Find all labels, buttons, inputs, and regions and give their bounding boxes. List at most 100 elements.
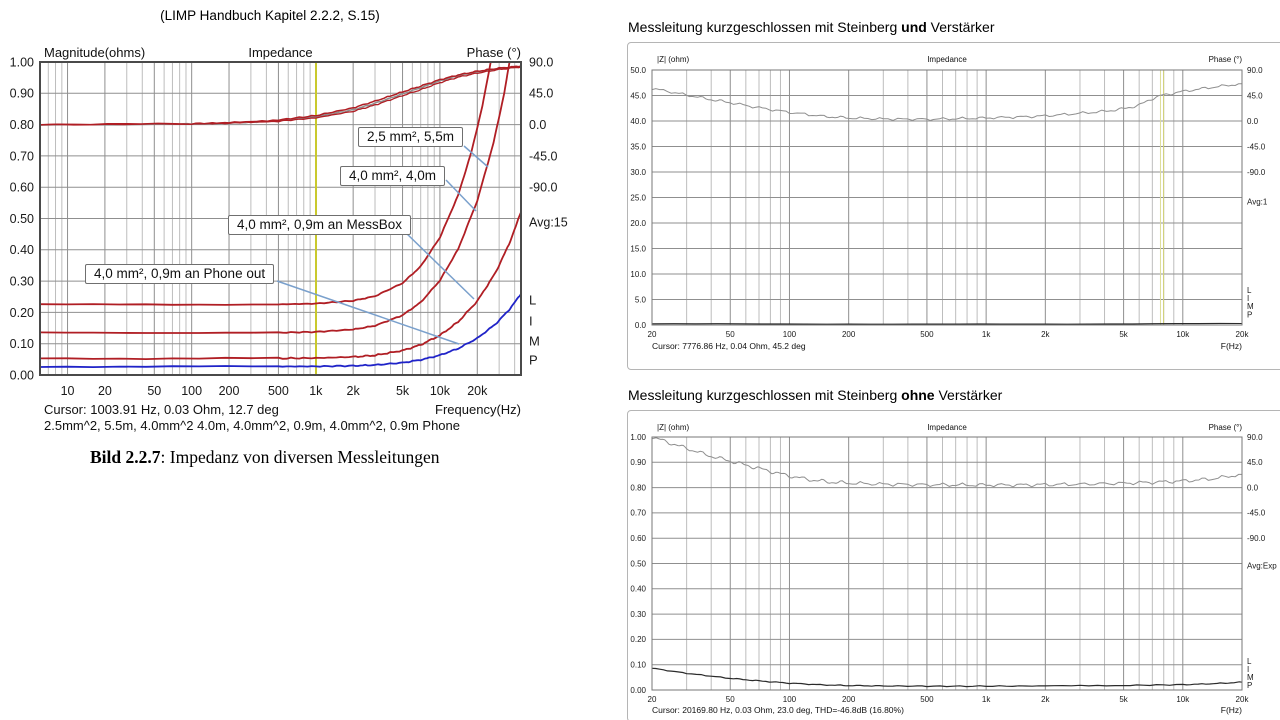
svg-text:-45.0: -45.0 [1247, 509, 1266, 518]
callout-4-0mm2-0-9m-phone-out: 4,0 mm², 0,9m an Phone out [85, 264, 275, 284]
svg-text:-45.0: -45.0 [1247, 142, 1266, 151]
svg-text:1k: 1k [309, 384, 323, 398]
f-axis-label-with-amp: F(Hz) [1220, 341, 1242, 351]
svg-text:20k: 20k [1236, 330, 1250, 339]
svg-text:Avg:Exp: Avg:Exp [1247, 562, 1277, 571]
svg-text:50: 50 [726, 695, 735, 704]
title-with-amp: Messleitung kurzgeschlossen mit Steinber… [628, 19, 995, 35]
svg-text:100: 100 [783, 330, 797, 339]
svg-text:0.70: 0.70 [630, 509, 646, 518]
figure-caption: Bild 2.2.7: Impedanz von diversen Messle… [90, 447, 439, 468]
svg-text:I: I [1247, 294, 1249, 303]
svg-text:0.80: 0.80 [10, 118, 34, 132]
svg-text:20.0: 20.0 [630, 219, 646, 228]
svg-text:0.30: 0.30 [10, 274, 34, 288]
svg-text:100: 100 [181, 384, 202, 398]
svg-text:20k: 20k [1236, 695, 1250, 704]
svg-text:L: L [1247, 657, 1252, 666]
svg-text:45.0: 45.0 [529, 87, 553, 101]
svg-text:0.70: 0.70 [10, 149, 34, 163]
impedance-title-without-amp: Impedance [927, 423, 967, 432]
svg-text:30.0: 30.0 [630, 168, 646, 177]
phase-title-with-amp: Phase (°) [1208, 55, 1242, 64]
callout-4-0mm2-0-9m-messbox: 4,0 mm², 0,9m an MessBox [228, 215, 412, 235]
svg-text:0.0: 0.0 [1247, 117, 1259, 126]
cursor-readout-with-amp: Cursor: 7776.86 Hz, 0.04 Ohm, 45.2 deg [652, 341, 806, 351]
title-without-amp: Messleitung kurzgeschlossen mit Steinber… [628, 387, 1003, 403]
svg-text:0.60: 0.60 [10, 181, 34, 195]
svg-text:M: M [1247, 302, 1254, 311]
svg-text:10: 10 [61, 384, 75, 398]
panel-without-amp [627, 410, 1280, 720]
f-axis-label-without-amp: F(Hz) [1220, 705, 1242, 715]
figure-caption-text: : Impedanz von diversen Messleitungen [160, 447, 440, 467]
svg-text:2k: 2k [1041, 330, 1050, 339]
phase-axis-title: Phase (°) [466, 45, 521, 60]
svg-text:500: 500 [920, 695, 934, 704]
svg-text:500: 500 [268, 384, 289, 398]
svg-text:2k: 2k [1041, 695, 1050, 704]
svg-text:Avg:15: Avg:15 [529, 215, 568, 229]
svg-text:I: I [1247, 665, 1249, 674]
svg-text:20: 20 [648, 330, 657, 339]
svg-text:50: 50 [726, 330, 735, 339]
phase-title-without-amp: Phase (°) [1208, 423, 1242, 432]
svg-text:5.0: 5.0 [635, 295, 647, 304]
svg-text:M: M [1247, 673, 1254, 682]
z-axis-title-without-amp: |Z| (ohm) [657, 423, 690, 432]
svg-text:0.00: 0.00 [630, 686, 646, 695]
cursor-readout: Cursor: 1003.91 Hz, 0.03 Ohm, 12.7 deg [44, 402, 279, 417]
svg-text:0.50: 0.50 [630, 559, 646, 568]
svg-text:5k: 5k [396, 384, 410, 398]
svg-text:0.90: 0.90 [10, 87, 34, 101]
svg-text:-90.0: -90.0 [1247, 534, 1266, 543]
svg-text:0.50: 0.50 [10, 212, 34, 226]
svg-text:0.0: 0.0 [1247, 483, 1259, 492]
svg-text:15.0: 15.0 [630, 244, 646, 253]
svg-text:0.30: 0.30 [630, 610, 646, 619]
svg-text:0.10: 0.10 [10, 337, 34, 351]
svg-text:P: P [1247, 310, 1252, 319]
svg-text:I: I [529, 314, 533, 329]
figure-source-title: (LIMP Handbuch Kapitel 2.2.2, S.15) [160, 8, 380, 23]
svg-text:1.00: 1.00 [10, 55, 34, 69]
svg-text:-45.0: -45.0 [529, 149, 558, 163]
figure-caption-number: Bild 2.2.7 [90, 447, 161, 467]
magnitude-axis-title: Magnitude(ohms) [44, 45, 146, 60]
impedance-title-with-amp: Impedance [927, 55, 967, 64]
svg-text:0.00: 0.00 [10, 368, 34, 382]
svg-text:500: 500 [920, 330, 934, 339]
svg-text:0.0: 0.0 [529, 118, 546, 132]
svg-text:10k: 10k [430, 384, 451, 398]
svg-text:Avg:1: Avg:1 [1247, 198, 1268, 207]
svg-text:0.40: 0.40 [630, 585, 646, 594]
svg-text:45.0: 45.0 [630, 91, 646, 100]
svg-text:45.0: 45.0 [1247, 91, 1263, 100]
svg-text:0.60: 0.60 [630, 534, 646, 543]
svg-text:200: 200 [842, 695, 856, 704]
svg-text:90.0: 90.0 [529, 55, 553, 69]
svg-text:10k: 10k [1176, 330, 1190, 339]
impedance-chart-title: Impedance [248, 45, 313, 60]
svg-text:0.0: 0.0 [635, 321, 647, 330]
svg-text:50.0: 50.0 [630, 66, 646, 75]
svg-text:5k: 5k [1119, 330, 1128, 339]
svg-text:P: P [1247, 681, 1252, 690]
svg-text:0.20: 0.20 [10, 306, 34, 320]
svg-text:1.00: 1.00 [630, 433, 646, 442]
svg-text:10.0: 10.0 [630, 270, 646, 279]
svg-text:20: 20 [98, 384, 112, 398]
callout-4-0mm2-4-0m: 4,0 mm², 4,0m [340, 166, 446, 186]
svg-text:0.90: 0.90 [630, 458, 646, 467]
svg-text:M: M [529, 333, 540, 348]
callout-2-5mm2-5-5m: 2,5 mm², 5,5m [358, 127, 464, 147]
svg-text:0.20: 0.20 [630, 635, 646, 644]
svg-text:2k: 2k [347, 384, 361, 398]
svg-text:-90.0: -90.0 [1247, 168, 1266, 177]
svg-text:90.0: 90.0 [1247, 433, 1263, 442]
svg-text:P: P [529, 353, 538, 368]
svg-text:50: 50 [147, 384, 161, 398]
svg-text:200: 200 [842, 330, 856, 339]
